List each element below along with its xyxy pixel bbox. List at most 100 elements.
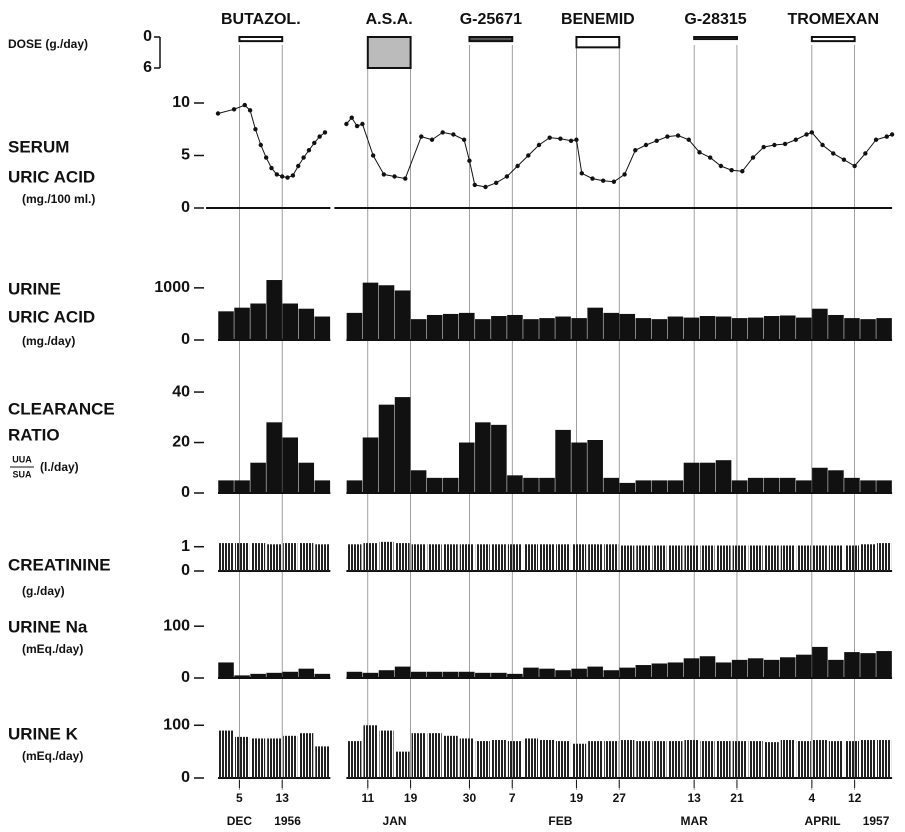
bar: [378, 670, 395, 678]
bar: [362, 282, 379, 340]
bar: [250, 462, 266, 493]
panel-label: URIC ACID: [8, 167, 95, 186]
panel-label: URINE: [8, 279, 61, 298]
bar: [619, 313, 636, 340]
bar: [667, 480, 684, 493]
bar: [235, 543, 250, 571]
bar: [459, 312, 475, 340]
bar: [442, 313, 459, 340]
x-tick-label: 27: [613, 791, 627, 805]
bar: [876, 651, 892, 678]
bar: [651, 480, 668, 493]
y-tick-label: 0: [181, 669, 190, 686]
bar: [828, 545, 843, 571]
panel-label: CLEARANCE: [8, 399, 115, 418]
serum-line: [217, 104, 326, 179]
bar: [556, 544, 571, 571]
bar: [362, 437, 379, 493]
serum-line: [346, 116, 893, 188]
bar: [250, 303, 266, 340]
y-tick-label: 0: [181, 484, 190, 501]
panel-label: URINE K: [8, 724, 79, 743]
bar: [267, 544, 282, 571]
bar: [844, 652, 860, 678]
dose-box: [575, 36, 621, 49]
bar: [379, 541, 394, 571]
x-tick-label: 11: [361, 791, 374, 805]
dose-box: [238, 36, 284, 43]
bar: [588, 544, 603, 571]
bar: [636, 545, 651, 571]
y-tick-label: 0: [181, 769, 190, 786]
bar: [860, 319, 876, 340]
x-tick-label: 21: [730, 791, 744, 805]
bar: [572, 544, 587, 571]
bar: [394, 666, 411, 678]
bar: [426, 671, 443, 678]
bar: [603, 312, 619, 340]
bar: [491, 544, 506, 571]
bar: [860, 653, 876, 678]
bar: [442, 477, 459, 493]
bar: [443, 735, 458, 778]
bar: [796, 317, 812, 340]
drug-name: BENEMID: [561, 11, 635, 28]
bar: [218, 662, 234, 678]
bar: [861, 544, 876, 571]
bar: [475, 319, 491, 340]
bar: [844, 318, 860, 340]
bar: [572, 743, 587, 778]
bar: [298, 462, 315, 493]
panel-label: (g./day): [22, 584, 65, 598]
month-label: MAR: [680, 814, 708, 828]
bar: [459, 544, 474, 571]
bar: [876, 480, 892, 493]
bar: [747, 658, 764, 678]
bar: [362, 672, 379, 678]
bar: [780, 740, 795, 778]
bar: [266, 672, 282, 678]
bar: [731, 659, 748, 678]
month-label: 1956: [274, 814, 301, 828]
bar: [716, 741, 731, 778]
panel-label: URINE Na: [8, 617, 88, 636]
bar: [378, 285, 395, 340]
bar: [860, 480, 876, 493]
bar: [828, 470, 844, 493]
panel-label: CREATININE: [8, 555, 111, 574]
bar: [475, 672, 491, 678]
bar: [378, 404, 395, 493]
bar: [507, 544, 522, 571]
bar: [347, 544, 362, 571]
bar: [539, 318, 555, 340]
dose-box: [366, 36, 412, 69]
bar: [812, 467, 828, 493]
bar: [314, 673, 331, 678]
bar: [828, 314, 844, 340]
bar: [604, 741, 619, 778]
x-tick-label: 19: [404, 791, 418, 805]
bar: [812, 308, 828, 340]
formula-unit: (l./day): [40, 460, 79, 474]
bar: [571, 318, 587, 340]
y-tick-label: 100: [163, 617, 190, 634]
bar: [796, 545, 811, 571]
bar: [684, 740, 699, 778]
panel-label: (mg./100 ml.): [22, 192, 95, 206]
bar: [844, 477, 860, 493]
bar: [523, 667, 539, 678]
bar: [764, 742, 779, 778]
x-tick-label: 12: [848, 791, 862, 805]
bar: [555, 316, 571, 340]
bar: [780, 315, 796, 340]
panel-label: RATIO: [8, 425, 60, 444]
bar: [427, 733, 442, 778]
bar: [844, 545, 859, 571]
bar: [459, 671, 475, 678]
bar: [732, 741, 747, 778]
bar: [426, 314, 443, 340]
bar: [812, 646, 828, 678]
bar: [219, 730, 234, 778]
x-tick-label: 13: [276, 791, 290, 805]
